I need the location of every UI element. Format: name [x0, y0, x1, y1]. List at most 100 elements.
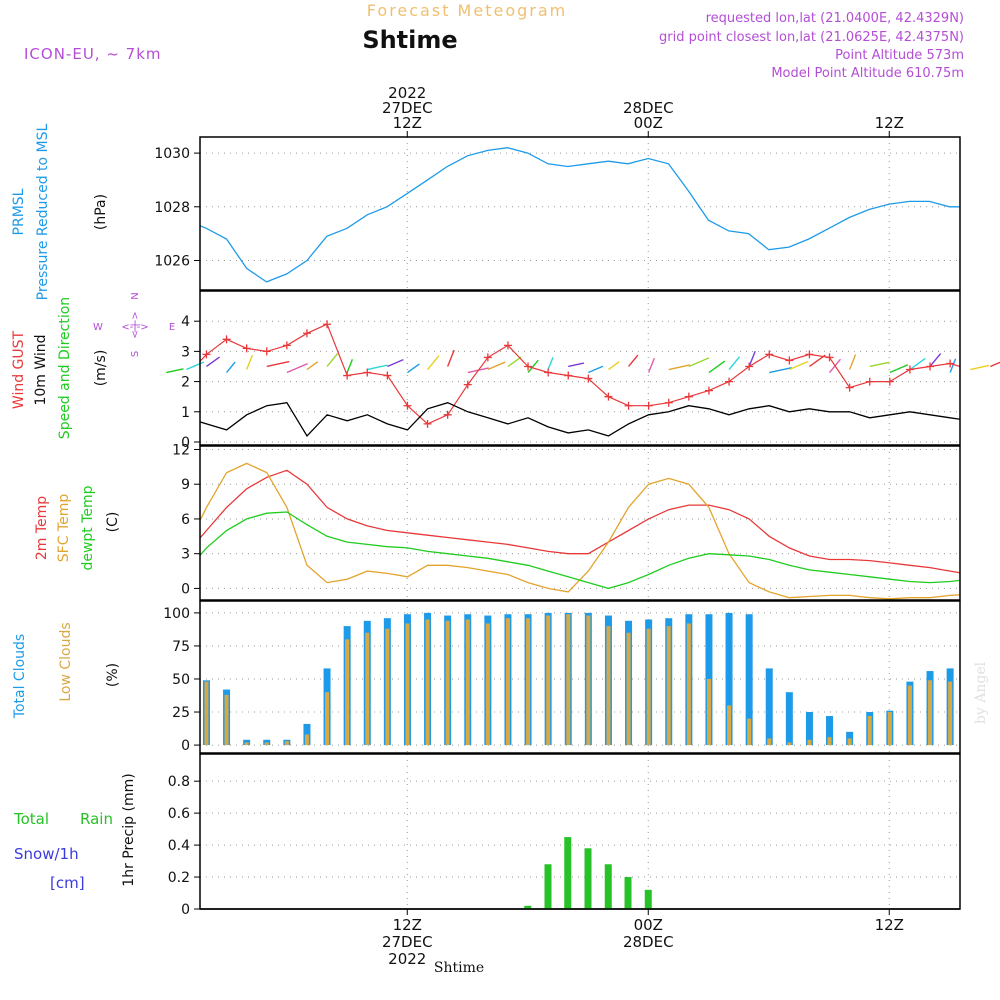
total-clouds-bar [263, 739, 271, 746]
low-clouds-bar [526, 618, 531, 746]
total-clouds-bar [745, 614, 753, 746]
temp-ytick-label: 6 [181, 512, 190, 528]
low-clouds-bar [887, 712, 892, 746]
data-layer [166, 147, 1000, 910]
precip-ytick-label: 0.2 [168, 870, 190, 886]
pressure-label-long: Pressure Reduced to MSL [35, 123, 51, 300]
wind-speed-line [200, 401, 960, 437]
wind-direction-arrow [728, 356, 741, 370]
grid-point-coords: grid point closest lon,lat (21.0625E, 42… [659, 30, 964, 45]
low-clouds-bar [827, 737, 832, 746]
wind-gust-marker [604, 392, 613, 401]
compass-n: N [130, 292, 141, 299]
low-clouds-bar [646, 628, 651, 746]
wind-gust-marker [885, 377, 894, 386]
wind-gust-marker [825, 353, 834, 362]
low-clouds-bar [304, 734, 309, 746]
wind-direction-arrow [387, 358, 404, 368]
total-clouds-bar [805, 712, 813, 746]
wind-gust-marker [423, 419, 432, 428]
wind-gust-marker [524, 362, 533, 371]
top-time-label: 00Z [634, 114, 663, 132]
frame-layer: 10261028103001234036912025507510000.20.4… [154, 84, 961, 968]
wind-direction-arrow [889, 364, 909, 374]
precip-panel-frame [199, 753, 961, 910]
pressure-ytick-label: 1026 [154, 253, 190, 269]
wind-gust-label: Wind GUST [11, 330, 27, 409]
wind-gust-marker [564, 371, 573, 380]
precip-rain-bar [544, 864, 552, 909]
low-clouds-bar [847, 738, 852, 746]
wind-direction-arrow [487, 361, 506, 371]
top-time-label: 12Z [875, 114, 904, 132]
bottom-time-label: 12Z [393, 916, 422, 934]
low-clouds-bar [405, 623, 410, 746]
low-clouds-bar [224, 694, 229, 746]
model-altitude: Model Point Altitude 610.75m [771, 66, 964, 81]
wind-direction-arrow [507, 356, 522, 368]
temp-ytick-label: 3 [181, 547, 190, 563]
wind-direction-arrow [166, 368, 184, 374]
pressure-line [200, 147, 960, 283]
wind-direction-arrow [949, 358, 957, 373]
compass-horizontal-arrows: <-|-> [121, 322, 148, 333]
clouds-ytick-label: 100 [163, 606, 190, 622]
low-clouds-bar [445, 620, 450, 746]
low-clouds-bar [365, 632, 370, 746]
precip-ytick-label: 0.8 [168, 774, 190, 790]
precip-snow-label: Snow/1h [14, 845, 79, 863]
wind-direction-arrow [407, 363, 420, 374]
precip-rain-bar [624, 877, 632, 909]
wind-direction-arrow [628, 354, 639, 367]
compass-s: S [130, 351, 141, 357]
wind-direction-arrow [186, 361, 205, 371]
temp-2m-line [200, 469, 960, 574]
wind-direction-arrow [427, 355, 440, 370]
wind-unit: (m/s) [93, 350, 109, 387]
precip-total-label: Total [13, 810, 49, 828]
wind-gust-marker [323, 320, 332, 329]
temp-ytick-label: 0 [181, 581, 190, 597]
bottom-time-label: 27DEC [382, 933, 433, 951]
wind-direction-arrow [929, 353, 942, 367]
low-clouds-bar [666, 626, 671, 746]
wind-direction-arrow [568, 362, 585, 368]
sfc-temp-label: SFC Temp [56, 494, 72, 563]
compass-w: W [93, 322, 103, 333]
watermark-text: by Angel [973, 661, 989, 724]
wind-direction-arrow [527, 359, 539, 373]
point-altitude: Point Altitude 573m [835, 48, 964, 63]
wind-direction-arrow [226, 361, 236, 373]
location-title: Shtime [362, 26, 457, 54]
clouds-ytick-label: 75 [172, 639, 190, 655]
wind-direction-arrow [266, 360, 290, 368]
low-clouds-label: Low Clouds [58, 622, 74, 701]
wind-direction-arrow [206, 356, 220, 368]
compass-e: E [169, 322, 175, 333]
wind-direction-arrow [769, 366, 792, 374]
pressure-panel-frame [199, 136, 961, 291]
wind-gust-marker [262, 347, 271, 356]
wind-speed-direction-label: Speed and Direction [57, 297, 73, 439]
low-clouds-bar [928, 680, 933, 746]
dewpt-temp-label: dewpt Temp [80, 485, 96, 570]
bottom-time-label: 12Z [875, 916, 904, 934]
temp-unit: (C) [105, 512, 121, 533]
low-clouds-bar [948, 681, 953, 746]
wind-gust-marker [644, 401, 653, 410]
wind-gust-marker [624, 401, 633, 410]
wind-direction-arrow [608, 361, 620, 371]
clouds-unit: (%) [105, 663, 121, 687]
low-clouds-bar [606, 626, 611, 746]
precip-ytick-label: 0.6 [168, 806, 190, 822]
precip-snow-unit: [cm] [50, 874, 85, 892]
wind-gust-marker [443, 410, 452, 419]
pressure-ytick-label: 1028 [154, 200, 190, 216]
wind-direction-arrow [789, 360, 809, 371]
wind-gust-marker [684, 392, 693, 401]
low-clouds-bar [345, 639, 350, 746]
footer-location: Shtime [434, 960, 484, 976]
wind-gust-marker [343, 371, 352, 380]
precip-rain-bar [604, 864, 612, 909]
pressure-unit: (hPa) [93, 194, 109, 230]
